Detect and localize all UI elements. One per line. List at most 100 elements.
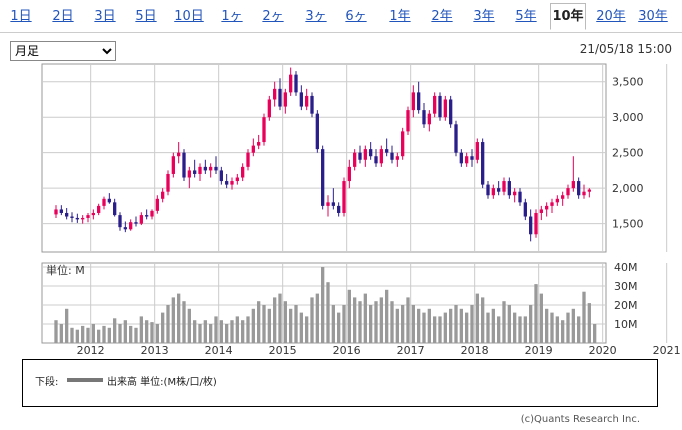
volume-bar	[363, 293, 367, 343]
x-tick-label: 2018	[461, 344, 489, 357]
candle-body	[529, 216, 533, 235]
volume-bar	[561, 320, 565, 343]
candle-body	[379, 149, 383, 164]
candle-body	[507, 181, 511, 196]
candle-body	[54, 209, 58, 215]
volume-bar	[187, 308, 191, 343]
volume-bar	[75, 329, 79, 343]
candle-body	[491, 188, 495, 196]
x-tick-label: 2014	[205, 344, 233, 357]
volume-bar	[379, 297, 383, 343]
tab-15[interactable]: 30年	[638, 9, 668, 24]
tab-4[interactable]: 10日	[174, 9, 204, 24]
tab-13[interactable]: 10年	[550, 3, 586, 30]
volume-bar	[315, 293, 319, 343]
volume-bar	[417, 308, 421, 343]
volume-bar	[262, 305, 266, 343]
tab-1[interactable]: 2日	[52, 9, 74, 24]
volume-bar	[81, 325, 85, 343]
volume-bar	[571, 308, 575, 343]
volume-bar	[177, 293, 181, 343]
x-tick-label: 2019	[525, 344, 553, 357]
volume-tick-label: 30M	[614, 280, 638, 293]
legend-volume-swatch	[67, 378, 103, 382]
candle-body	[385, 149, 389, 153]
candle-body	[171, 156, 175, 174]
candle-body	[326, 202, 330, 206]
candle-body	[251, 145, 255, 153]
volume-bar	[353, 297, 357, 343]
tab-2[interactable]: 3日	[94, 9, 116, 24]
tab-11[interactable]: 3年	[473, 9, 495, 24]
volume-bar	[497, 316, 501, 343]
volume-bar	[65, 308, 69, 343]
period-select[interactable]: 月足	[10, 41, 116, 61]
volume-bar	[550, 312, 554, 343]
candle-body	[534, 212, 538, 235]
volume-bar	[582, 291, 586, 343]
volume-bar	[97, 329, 101, 343]
volume-bar	[593, 324, 597, 343]
price-tick-label: 2,000	[612, 182, 644, 195]
volume-bar	[246, 316, 250, 343]
candle-body	[486, 184, 490, 196]
candle-body	[289, 74, 293, 93]
price-tick-label: 3,000	[612, 111, 644, 124]
volume-bar	[449, 308, 453, 343]
price-tick-label: 2,500	[612, 147, 644, 160]
x-tick-label: 2020	[589, 344, 617, 357]
candle-body	[545, 205, 549, 210]
candle-body	[283, 92, 287, 107]
x-tick-label: 2012	[77, 344, 105, 357]
tab-9[interactable]: 1年	[389, 9, 411, 24]
volume-bar	[465, 312, 469, 343]
candle-body	[102, 198, 106, 206]
volume-bar	[193, 320, 197, 343]
volume-bar	[347, 289, 351, 343]
candle-body	[374, 156, 378, 164]
candle-body	[577, 181, 581, 196]
candle-body	[230, 181, 234, 185]
candle-body	[315, 113, 319, 150]
candle-body	[214, 166, 218, 171]
candle-body	[337, 205, 341, 213]
volume-bar	[534, 284, 538, 343]
volume-bar	[150, 322, 154, 343]
tab-14[interactable]: 20年	[596, 9, 626, 24]
candle-body	[97, 205, 101, 213]
volume-bar	[502, 301, 506, 343]
volume-bar	[513, 312, 517, 343]
date-label: 21/05/18 15:00	[579, 42, 672, 56]
tab-10[interactable]: 2年	[431, 9, 453, 24]
volume-bar	[523, 316, 527, 343]
volume-bar	[427, 308, 431, 343]
volume-bar	[577, 316, 581, 343]
volume-bar	[155, 324, 159, 343]
candle-body	[465, 156, 469, 164]
candle-body	[369, 149, 373, 157]
candle-body	[523, 202, 527, 217]
candle-body	[587, 189, 591, 192]
volume-bar	[145, 320, 149, 343]
candle-body	[198, 166, 202, 174]
candle-body	[443, 99, 447, 118]
tab-3[interactable]: 5日	[135, 9, 157, 24]
volume-bar	[278, 293, 282, 343]
candle-body	[91, 212, 95, 216]
volume-bar	[390, 301, 394, 343]
tab-12[interactable]: 5年	[515, 9, 537, 24]
candle-body	[518, 191, 522, 203]
volume-bar	[241, 320, 245, 343]
candle-body	[273, 88, 277, 100]
volume-bar	[198, 324, 202, 343]
candle-body	[241, 166, 245, 178]
volume-bar	[401, 305, 405, 343]
candle-body	[422, 110, 426, 125]
legend-label: 下段:	[35, 377, 59, 388]
volume-bar	[326, 282, 330, 343]
candle-body	[539, 209, 543, 213]
candle-body	[145, 215, 149, 217]
tab-0[interactable]: 1日	[10, 9, 32, 24]
volume-bar	[123, 320, 127, 343]
